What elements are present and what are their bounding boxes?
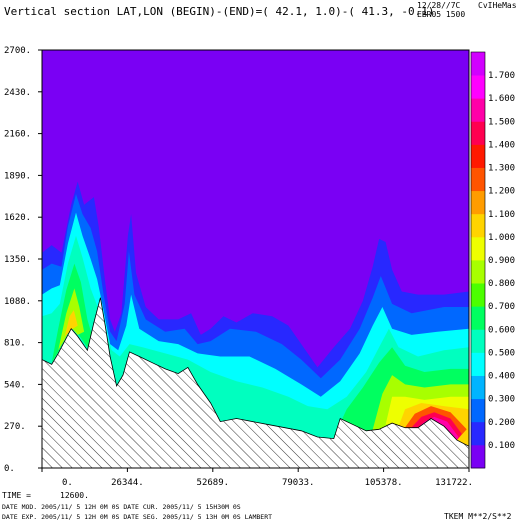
tke-contour-13 (418, 416, 459, 441)
colorbar-swatch (471, 352, 485, 376)
colorbar-label: 0.700 (488, 302, 515, 312)
user-label: CvIHeMas (478, 1, 517, 10)
y-tick-label: 270. (4, 422, 26, 432)
colorbar-label: 1.000 (488, 233, 515, 243)
tke-contours (42, 181, 469, 447)
colorbar-swatch (471, 421, 485, 446)
x-tick-label: 0. (62, 478, 73, 488)
date-code: 12/28//7C (417, 1, 461, 10)
colorbar-label: 1.300 (488, 164, 515, 174)
y-tick-label: 810. (4, 339, 26, 349)
colorbar-label: 0.600 (488, 325, 515, 335)
x-tick-label: 26344. (111, 478, 144, 488)
chart-title: Vertical section LAT,LON (BEGIN)-(END)=(… (4, 5, 434, 18)
time-value: 12600. (60, 491, 89, 500)
y-tick-label: 1620. (4, 213, 31, 223)
colorbar-swatch (471, 444, 485, 469)
y-tick-label: 2700. (4, 46, 31, 56)
colorbar-swatch (471, 190, 485, 215)
field-label: TKEM M**2/S**2 (444, 512, 512, 521)
colorbar-swatch (471, 52, 485, 76)
x-tick-label: 131722. (435, 478, 473, 488)
colorbar: 0.100 0.200 0.300 0.400 0.500 0.600 0.700 0.800… (470, 51, 515, 469)
y-tick-label: 1080. (4, 297, 31, 307)
y-tick-label: 540. (4, 380, 26, 390)
x-tick-label: 79033. (282, 478, 315, 488)
colorbar-label: 1.200 (488, 187, 515, 197)
colorbar-swatch (471, 98, 485, 122)
x-tick-label: 105378. (365, 478, 403, 488)
y-tick-label: 2160. (4, 130, 31, 140)
colorbar-label: 1.400 (488, 140, 515, 150)
colorbar-label: 1.100 (488, 210, 515, 220)
y-tick-label: 2430. (4, 88, 31, 98)
colorbar-label: 0.200 (488, 418, 515, 428)
date-line-2: DATE EXP. 2005/11/ 5 12H 0M 0S DATE SEG.… (2, 513, 272, 521)
colorbar-label: 0.400 (488, 372, 515, 382)
run-label: EBR05 1500 (417, 10, 465, 19)
colorbar-label: 1.600 (488, 94, 515, 104)
colorbar-swatch (471, 167, 485, 192)
y-axis: 0. 270. 540. 810. 1080. 1350. 1620. 1890. 2160. 2… (4, 46, 42, 474)
x-axis: 0. 26344. 52689. 79033. 105378. 131722. (41, 468, 473, 488)
tke-contour-9 (64, 310, 78, 337)
colorbar-label: 0.500 (488, 348, 515, 358)
colorbar-label: 1.700 (488, 71, 515, 81)
time-label: TIME = (2, 491, 31, 500)
colorbar-swatch (471, 260, 485, 284)
colorbar-label: 0.100 (488, 441, 515, 451)
date-line-1: DATE MOD. 2005/11/ 5 12H 0M 0S DATE CUR.… (2, 503, 241, 511)
colorbar-swatch (471, 213, 485, 238)
colorbar-swatch (471, 375, 485, 400)
colorbar-swatch (471, 306, 485, 330)
colorbar-label: 0.800 (488, 279, 515, 289)
y-tick-label: 1350. (4, 255, 31, 265)
colorbar-swatch (471, 236, 485, 261)
colorbar-label: 0.900 (488, 256, 515, 266)
terrain-hatch (42, 297, 469, 468)
colorbar-swatch (471, 329, 485, 353)
colorbar-label: 1.500 (488, 117, 515, 127)
colorbar-frame (470, 51, 486, 469)
colorbar-swatch (471, 283, 485, 307)
colorbar-swatch (471, 144, 485, 168)
colorbar-swatch (471, 398, 485, 423)
y-tick-label: 0. (4, 464, 15, 474)
colorbar-label: 0.300 (488, 395, 515, 405)
tke-contour-12 (411, 412, 462, 441)
colorbar-swatch (471, 121, 485, 145)
y-tick-label: 1890. (4, 171, 31, 181)
x-tick-label: 52689. (197, 478, 230, 488)
colorbar-swatch (471, 75, 485, 99)
